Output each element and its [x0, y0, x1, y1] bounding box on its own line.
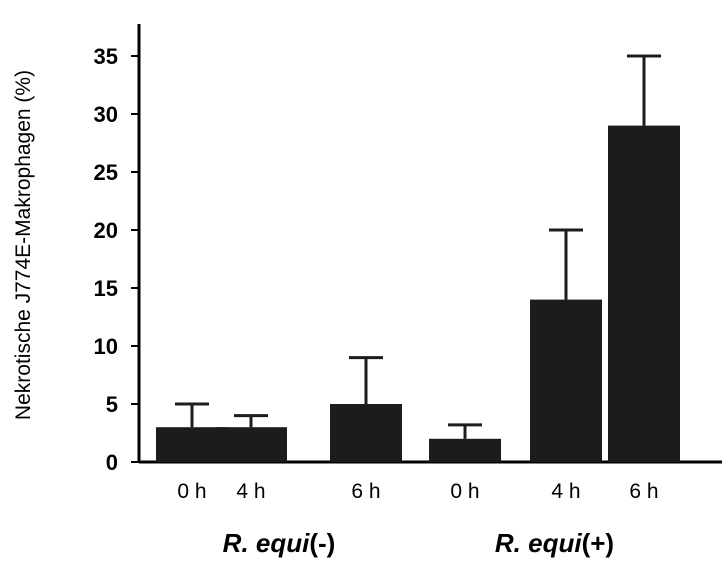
x-axis-labels: 0 h 4 h 6 h 0 h 4 h 6 h — [177, 480, 658, 503]
bar — [215, 427, 287, 462]
bar — [608, 125, 680, 462]
x-tick-label: 6 h — [629, 480, 658, 503]
y-tick-label: 10 — [94, 334, 118, 359]
group-label: R. equi(+) — [495, 528, 614, 558]
bars — [156, 125, 680, 462]
y-tick-label: 5 — [106, 392, 118, 417]
x-tick-label: 0 h — [177, 480, 206, 503]
group-labels: R. equi(-) R. equi(+) — [223, 528, 614, 558]
y-tick-label: 20 — [94, 218, 118, 243]
error-bars — [175, 54, 661, 439]
x-tick-label: 0 h — [450, 480, 479, 503]
y-axis-ticks: 0 5 10 15 20 25 30 35 — [94, 44, 139, 475]
group-label: R. equi(-) — [223, 528, 336, 558]
bar — [530, 299, 602, 462]
x-tick-label: 4 h — [551, 480, 580, 503]
y-tick-label: 15 — [94, 276, 118, 301]
x-tick-label: 6 h — [351, 480, 380, 503]
bar — [330, 404, 402, 462]
bar — [429, 438, 501, 462]
y-axis-title: Nekrotische J774E-Makrophagen (%) — [12, 70, 35, 420]
y-tick-label: 25 — [94, 160, 118, 185]
y-tick-label: 35 — [94, 44, 118, 69]
y-tick-label: 0 — [106, 450, 118, 475]
y-tick-label: 30 — [94, 102, 118, 127]
x-tick-label: 4 h — [236, 480, 265, 503]
